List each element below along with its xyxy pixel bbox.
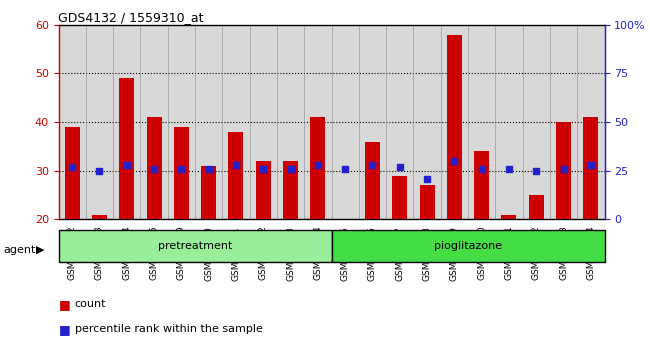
Bar (283, 161, 298, 219)
Bar (386, 25, 413, 219)
Point (504, 166, 514, 172)
Bar (146, 117, 162, 219)
Bar (528, 195, 544, 219)
Point (422, 176, 432, 181)
Point (340, 166, 350, 172)
Point (67, 164, 77, 170)
Point (586, 162, 596, 168)
Bar (119, 78, 135, 219)
Bar (550, 25, 577, 219)
Bar (468, 25, 495, 219)
Point (149, 166, 159, 172)
Text: pioglitazone: pioglitazone (434, 241, 502, 251)
Point (367, 162, 378, 168)
Bar (113, 25, 140, 219)
Text: ▶: ▶ (36, 245, 44, 255)
Point (531, 168, 541, 174)
Point (94, 168, 105, 174)
Bar (58, 230, 332, 262)
Bar (447, 34, 462, 219)
Text: GDS4132 / 1559310_at: GDS4132 / 1559310_at (58, 11, 204, 24)
Text: agent: agent (3, 245, 36, 255)
Point (449, 158, 460, 164)
Bar (474, 152, 489, 219)
Bar (310, 117, 326, 219)
Bar (556, 122, 571, 219)
Point (395, 164, 405, 170)
Bar (174, 127, 189, 219)
Point (122, 162, 132, 168)
Bar (277, 25, 304, 219)
Bar (168, 25, 195, 219)
Bar (413, 25, 441, 219)
Bar (332, 25, 359, 219)
Bar (140, 25, 168, 219)
Bar (250, 25, 277, 219)
Bar (58, 25, 86, 219)
Point (285, 166, 296, 172)
Bar (441, 25, 468, 219)
Bar (222, 25, 250, 219)
Point (313, 162, 323, 168)
Point (476, 166, 487, 172)
Bar (201, 166, 216, 219)
Bar (228, 132, 244, 219)
Bar (255, 161, 271, 219)
Bar (365, 142, 380, 219)
Bar (577, 25, 605, 219)
Bar (583, 117, 599, 219)
Bar (92, 215, 107, 219)
Bar (332, 230, 604, 262)
Text: count: count (75, 299, 106, 309)
Point (203, 166, 214, 172)
Point (176, 166, 187, 172)
Bar (64, 127, 80, 219)
Bar (495, 25, 523, 219)
Bar (86, 25, 113, 219)
Bar (501, 215, 517, 219)
Bar (523, 25, 550, 219)
Point (558, 166, 569, 172)
Text: percentile rank within the sample: percentile rank within the sample (75, 324, 263, 334)
Bar (392, 176, 408, 219)
Bar (419, 185, 435, 219)
Point (231, 162, 241, 168)
Text: ■: ■ (58, 323, 70, 336)
Bar (359, 25, 386, 219)
Bar (304, 25, 332, 219)
Point (258, 166, 268, 172)
Bar (195, 25, 222, 219)
Text: pretreatment: pretreatment (158, 241, 232, 251)
Text: ■: ■ (58, 298, 70, 311)
